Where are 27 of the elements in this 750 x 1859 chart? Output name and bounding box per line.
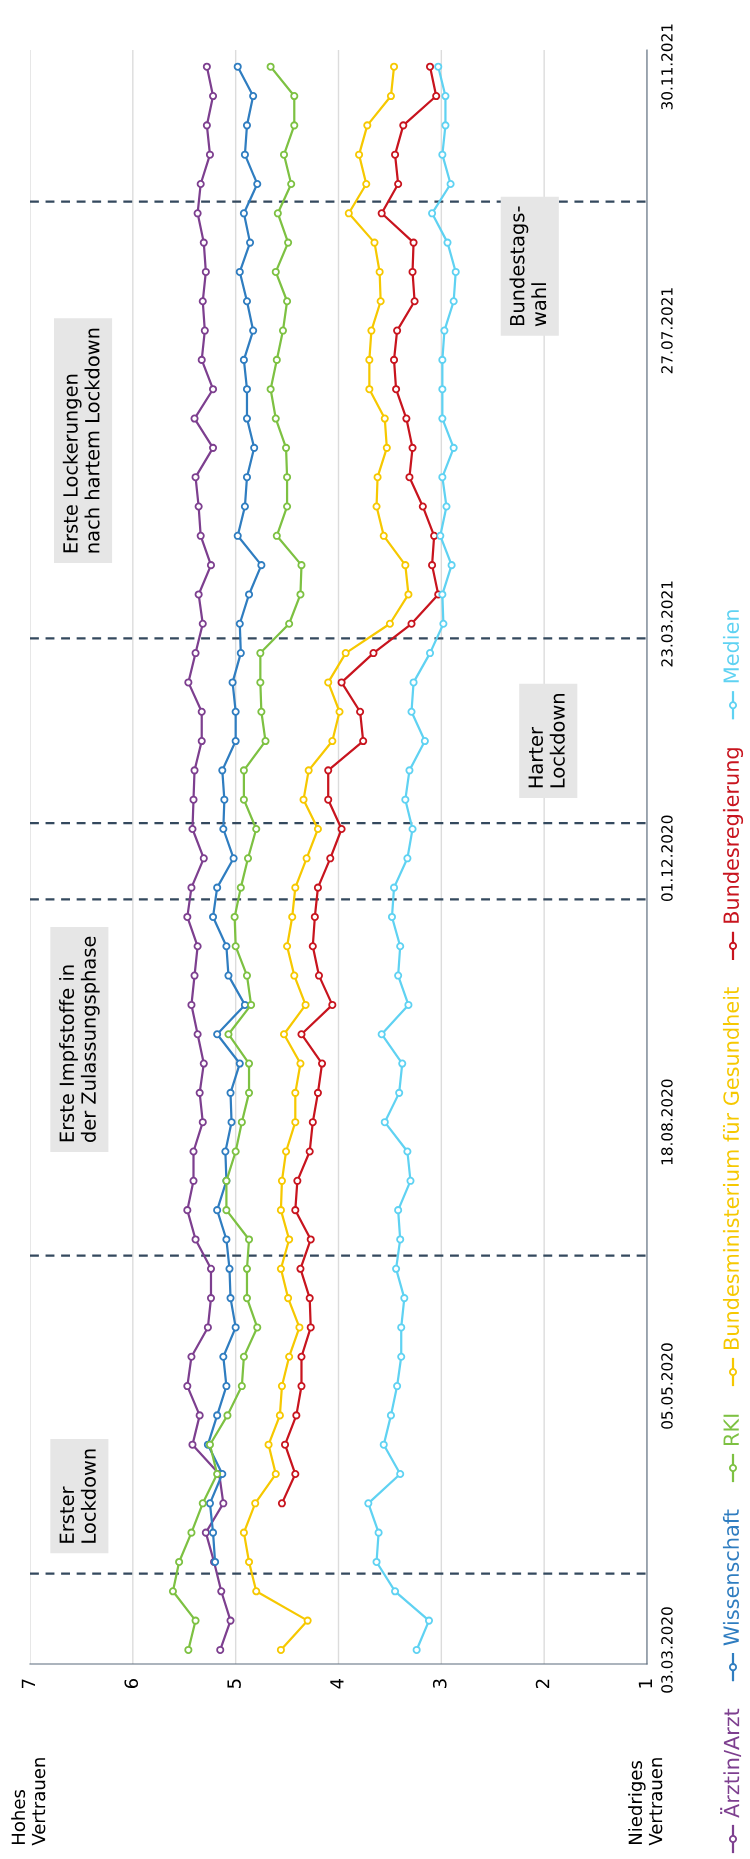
y-tick-label: 27.07.2021 xyxy=(661,288,673,374)
y-tick-label: 01.12.2020 xyxy=(661,815,673,902)
y-tick-label: 23.03.2021 xyxy=(661,581,673,667)
text: Ärztin/Arzt xyxy=(720,1708,742,1818)
y-tick-label: 30.11.2021 xyxy=(661,24,673,110)
x-tick-label: 7 xyxy=(21,1679,35,1688)
text: Bundesministerium für Gesundheit xyxy=(722,987,740,1349)
y-tick-label: 18.08.2020 xyxy=(661,1079,673,1165)
x-tick-label: 2 xyxy=(535,1679,550,1689)
y-tick-label: 05.05.2020 xyxy=(661,1343,673,1429)
annotation: Harter Lockdown xyxy=(528,694,565,788)
annotation: Erster Lockdown xyxy=(59,1449,96,1543)
annotation: Bundestags- wahl xyxy=(509,206,547,327)
x-tick-label: 3 xyxy=(432,1679,447,1688)
text: RKI xyxy=(723,1414,739,1445)
x-tick-label: 6 xyxy=(124,1679,139,1689)
text: Hohes Vertrauen xyxy=(11,1758,46,1846)
text: Niedriges Vertrauen xyxy=(628,1758,663,1846)
text: Medien xyxy=(722,610,740,683)
text: Bundesregierung xyxy=(722,748,744,923)
annotation: Erste Lockerungen nach hartem Lockdown xyxy=(62,328,100,553)
x-tick-label: 4 xyxy=(330,1678,344,1689)
annotation: Erste Impfstoffe in der Zulassungsphase xyxy=(59,936,100,1143)
x-tick-label: 5 xyxy=(227,1679,241,1688)
y-tick-label: 03.03.2020 xyxy=(661,1607,673,1693)
x-tick-label: 1 xyxy=(638,1679,652,1688)
text: Wissenschaft xyxy=(722,1509,740,1646)
